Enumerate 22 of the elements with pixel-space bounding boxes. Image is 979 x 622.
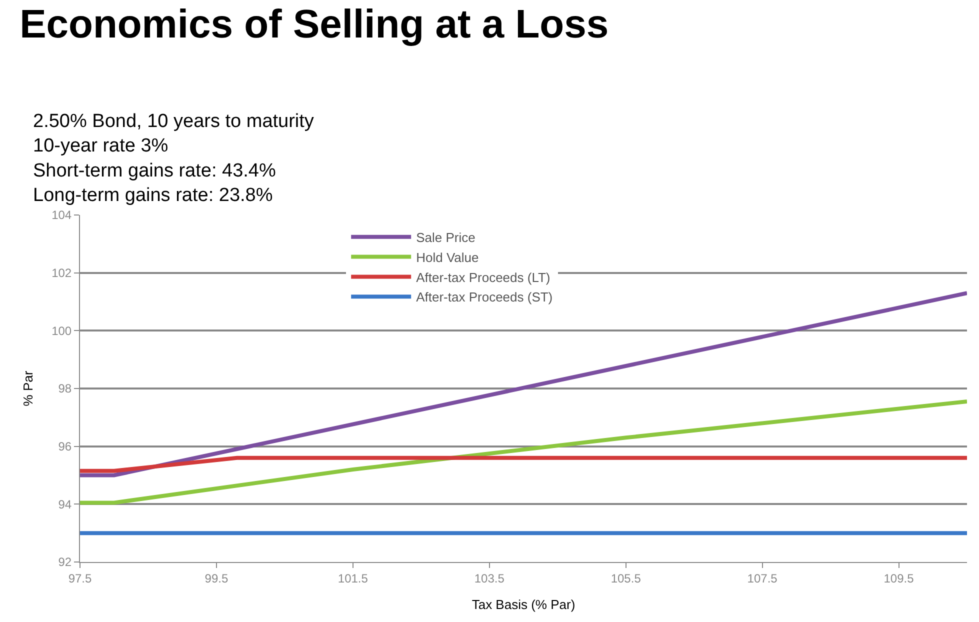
y-tick-label: 92 bbox=[58, 555, 72, 570]
x-tick-label: 99.5 bbox=[204, 571, 228, 586]
legend-label: Sale Price bbox=[416, 230, 476, 245]
y-tick-label: 98 bbox=[58, 382, 72, 396]
x-axis-title: Tax Basis (% Par) bbox=[472, 597, 576, 612]
y-tick-label: 94 bbox=[58, 497, 72, 512]
x-tick-label: 97.5 bbox=[68, 571, 92, 586]
y-tick-label: 100 bbox=[52, 324, 72, 338]
y-axis-title: % Par bbox=[20, 370, 36, 406]
y-tick-label: 102 bbox=[52, 266, 72, 280]
x-tick-label: 109.5 bbox=[884, 571, 914, 586]
y-tick-label: 104 bbox=[52, 208, 72, 222]
x-tick-label: 103.5 bbox=[474, 571, 505, 586]
legend-label: Hold Value bbox=[416, 250, 479, 265]
chart-subtitle: 2.50% Bond, 10 years to maturity 10-year rate 3% Short-term gains rate: 43.4% Long-term gains rate: 23.8% bbox=[33, 111, 314, 206]
x-tick-label: 107.5 bbox=[747, 571, 778, 586]
x-tick-label: 101.5 bbox=[338, 571, 368, 586]
chart-title: Economics of Selling at a Loss bbox=[20, 2, 609, 46]
y-tick-label: 96 bbox=[58, 440, 72, 454]
x-tick-label: 105.5 bbox=[610, 571, 642, 586]
legend-label: After-tax Proceeds (ST) bbox=[416, 290, 553, 305]
legend-label: After-tax Proceeds (LT) bbox=[416, 270, 550, 285]
